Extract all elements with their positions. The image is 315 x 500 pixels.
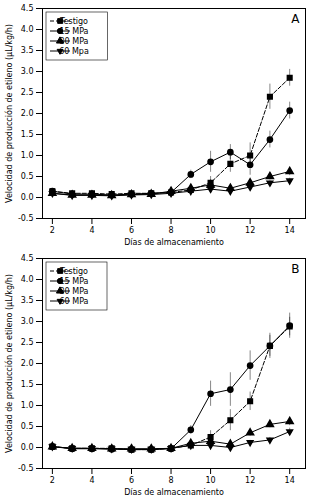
- svg-text:4.5: 4.5: [21, 4, 34, 13]
- svg-text:1.5: 1.5: [21, 380, 34, 389]
- svg-text:Testigo: Testigo: [59, 17, 88, 26]
- svg-text:3.0: 3.0: [21, 317, 34, 326]
- svg-text:2: 2: [50, 226, 55, 235]
- svg-text:14: 14: [285, 476, 295, 485]
- svg-text:3.0: 3.0: [21, 67, 34, 76]
- svg-text:8: 8: [168, 476, 173, 485]
- svg-text:Velocidad de producción de eti: Velocidad de producción de etileno (μL/k…: [4, 274, 14, 453]
- svg-text:10: 10: [205, 226, 215, 235]
- svg-text:4: 4: [89, 476, 94, 485]
- svg-text:6: 6: [129, 226, 134, 235]
- svg-text:1.0: 1.0: [21, 401, 34, 410]
- svg-text:Testigo: Testigo: [59, 267, 88, 276]
- svg-text:2.5: 2.5: [21, 88, 34, 97]
- svg-text:-0.5: -0.5: [18, 214, 34, 223]
- svg-text:B: B: [291, 262, 299, 276]
- svg-text:0.5: 0.5: [21, 422, 34, 431]
- svg-text:4.0: 4.0: [21, 275, 34, 284]
- svg-text:Días de almacenamiento: Días de almacenamiento: [124, 238, 224, 247]
- svg-text:4.0: 4.0: [21, 25, 34, 34]
- svg-text:30 MPa: 30 MPa: [60, 287, 89, 296]
- svg-text:4: 4: [89, 226, 94, 235]
- svg-text:A: A: [291, 12, 300, 26]
- svg-text:0.0: 0.0: [21, 193, 34, 202]
- svg-text:-0.5: -0.5: [18, 464, 34, 473]
- svg-text:12: 12: [245, 476, 255, 485]
- svg-text:8: 8: [168, 226, 173, 235]
- svg-text:Días de almacenamiento: Días de almacenamiento: [124, 488, 224, 497]
- svg-text:2.0: 2.0: [21, 359, 34, 368]
- svg-text:15 MPa: 15 MPa: [60, 277, 89, 286]
- svg-text:1.5: 1.5: [21, 130, 34, 139]
- svg-text:6: 6: [129, 476, 134, 485]
- svg-text:14: 14: [285, 226, 295, 235]
- svg-text:60 Mpa: 60 Mpa: [59, 47, 89, 56]
- svg-text:30 MPa: 30 MPa: [60, 37, 89, 46]
- svg-text:15 MPa: 15 MPa: [60, 27, 89, 36]
- svg-text:2.0: 2.0: [21, 109, 34, 118]
- svg-text:12: 12: [245, 226, 255, 235]
- svg-text:3.5: 3.5: [21, 296, 34, 305]
- svg-text:0.5: 0.5: [21, 172, 34, 181]
- svg-text:3.5: 3.5: [21, 46, 34, 55]
- svg-text:60 MPa: 60 MPa: [60, 297, 89, 306]
- svg-text:2: 2: [50, 476, 55, 485]
- svg-text:1.0: 1.0: [21, 151, 34, 160]
- svg-text:0.0: 0.0: [21, 443, 34, 452]
- svg-text:2.5: 2.5: [21, 338, 34, 347]
- svg-text:Velocidad de producción de eti: Velocidad de producción de etileno (μL/k…: [4, 24, 14, 203]
- svg-text:4.5: 4.5: [21, 254, 34, 263]
- svg-text:10: 10: [205, 476, 215, 485]
